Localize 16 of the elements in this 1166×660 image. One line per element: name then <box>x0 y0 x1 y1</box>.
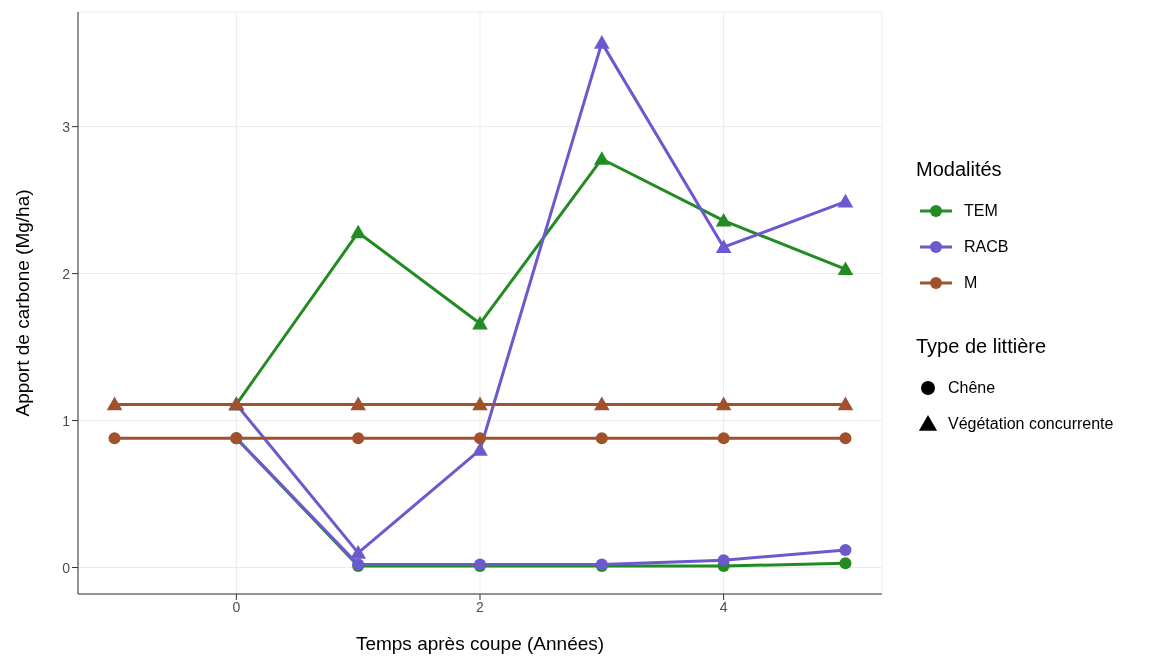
x-tick-label: 4 <box>719 598 728 615</box>
y-tick-label: 2 <box>62 265 71 282</box>
legend-title: Modalités <box>916 158 1003 181</box>
x-tick-label: 2 <box>476 598 485 615</box>
y-tick-label: 3 <box>62 118 71 135</box>
x-tick-label: 0 <box>232 598 241 615</box>
text: Type de littière <box>916 335 1048 358</box>
legend-label: TEM <box>964 202 998 220</box>
y-axis-title: Apport de carbone (Mg/ha) <box>11 189 33 417</box>
x-axis-title: Temps après coupe (Années) <box>355 633 605 654</box>
y-tick-label: 0 <box>62 559 71 576</box>
legend-label: RACB <box>964 238 1009 256</box>
y-tick-label: 1 <box>62 412 71 429</box>
legend-label: M <box>964 274 978 292</box>
text: Végétation concurrente <box>948 415 1114 433</box>
text: Chêne <box>948 379 996 397</box>
